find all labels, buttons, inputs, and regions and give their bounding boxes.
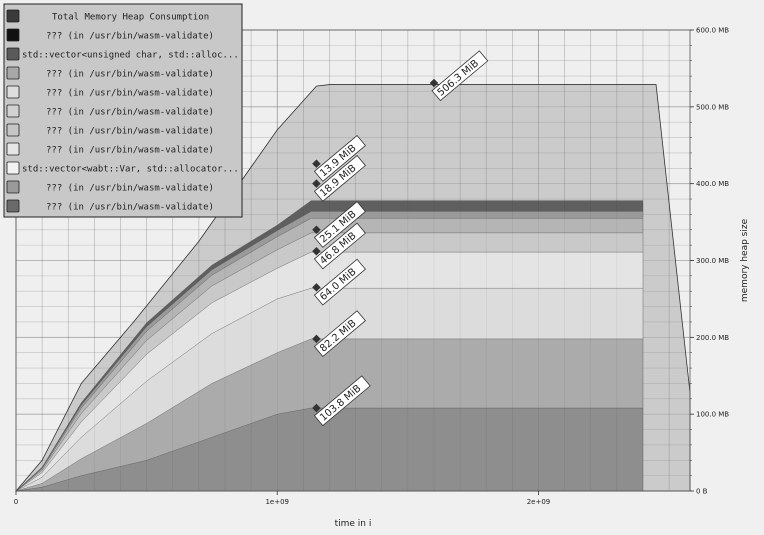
legend-swatch — [6, 180, 20, 194]
y-tick-label: 300.0 MB — [696, 257, 729, 265]
legend-entry-label: ??? (in /usr/bin/wasm-validate) — [46, 32, 214, 42]
axes: 0 1e+09 2e+09 0 B 100.0 MB 200.0 MB 300.0 MB 40… — [14, 27, 750, 530]
legend: Total Memory Heap Consumption ??? (in /us… — [3, 3, 243, 218]
annotation-marker — [312, 225, 321, 235]
legend-swatch — [6, 161, 20, 175]
y-tick-label: 200.0 MB — [696, 334, 729, 342]
y-tick-label: 0 B — [696, 488, 708, 496]
legend-entry-label: ??? (in /usr/bin/wasm-validate) — [46, 89, 214, 99]
area-series — [15, 29, 691, 492]
annotation-box — [313, 222, 366, 270]
annotation-box — [313, 154, 366, 202]
area-series-8 — [15, 200, 644, 492]
legend-swatch — [6, 104, 20, 118]
annotation-marker — [312, 283, 321, 292]
x-tick-label: 2e+09 — [527, 498, 551, 506]
legend-swatch — [6, 142, 20, 156]
annotation-box — [313, 135, 366, 182]
annotation-marker — [312, 159, 321, 168]
legend-swatch — [6, 28, 20, 42]
legend-entry-label: ??? (in /usr/bin/wasm-validate) — [46, 203, 214, 213]
annotation-marker — [312, 247, 321, 256]
x-tick-label: 1e+09 — [265, 498, 289, 506]
legend-swatch — [6, 123, 20, 137]
annotation-box — [313, 258, 366, 306]
legend-entry-label: Total Memory Heap Consumption — [52, 13, 209, 23]
annotation-marker — [312, 403, 321, 413]
legend-entry-label: std::vector<unsigned char, std::alloc... — [22, 51, 239, 61]
legend-swatch — [6, 47, 20, 61]
y-tick-label: 500.0 MB — [696, 103, 729, 111]
legend-swatch — [6, 9, 20, 23]
y-tick-label: 600.0 MB — [696, 27, 729, 35]
legend-swatch — [6, 85, 20, 99]
legend-entry-label: ??? (in /usr/bin/wasm-validate) — [46, 70, 214, 80]
legend-swatch — [6, 66, 20, 80]
x-axis-label: time in i — [335, 519, 372, 529]
legend-entry-label: ??? (in /usr/bin/wasm-validate) — [46, 146, 214, 156]
annotation-box — [313, 375, 371, 427]
annotation-box — [313, 310, 366, 358]
legend-entry-label: ??? (in /usr/bin/wasm-validate) — [46, 108, 214, 118]
legend-entry-label: std::vector<wabt::Var, std::allocator... — [22, 165, 239, 175]
y-tick-label: 400.0 MB — [696, 180, 729, 188]
annotation-marker — [312, 179, 321, 188]
annotation-box — [431, 50, 489, 102]
y-tick-label: 100.0 MB — [696, 411, 729, 419]
y-axis-label: memory heap size — [740, 218, 750, 302]
legend-entry-label: ??? (in /usr/bin/wasm-validate) — [46, 127, 214, 137]
annotation-box — [313, 201, 366, 248]
x-tick-label: 0 — [14, 498, 18, 506]
legend-swatch — [6, 199, 20, 213]
annotation-marker — [429, 78, 439, 88]
annotation-marker — [312, 334, 321, 344]
legend-box — [3, 3, 243, 218]
legend-entry-label: ??? (in /usr/bin/wasm-validate) — [46, 184, 214, 194]
